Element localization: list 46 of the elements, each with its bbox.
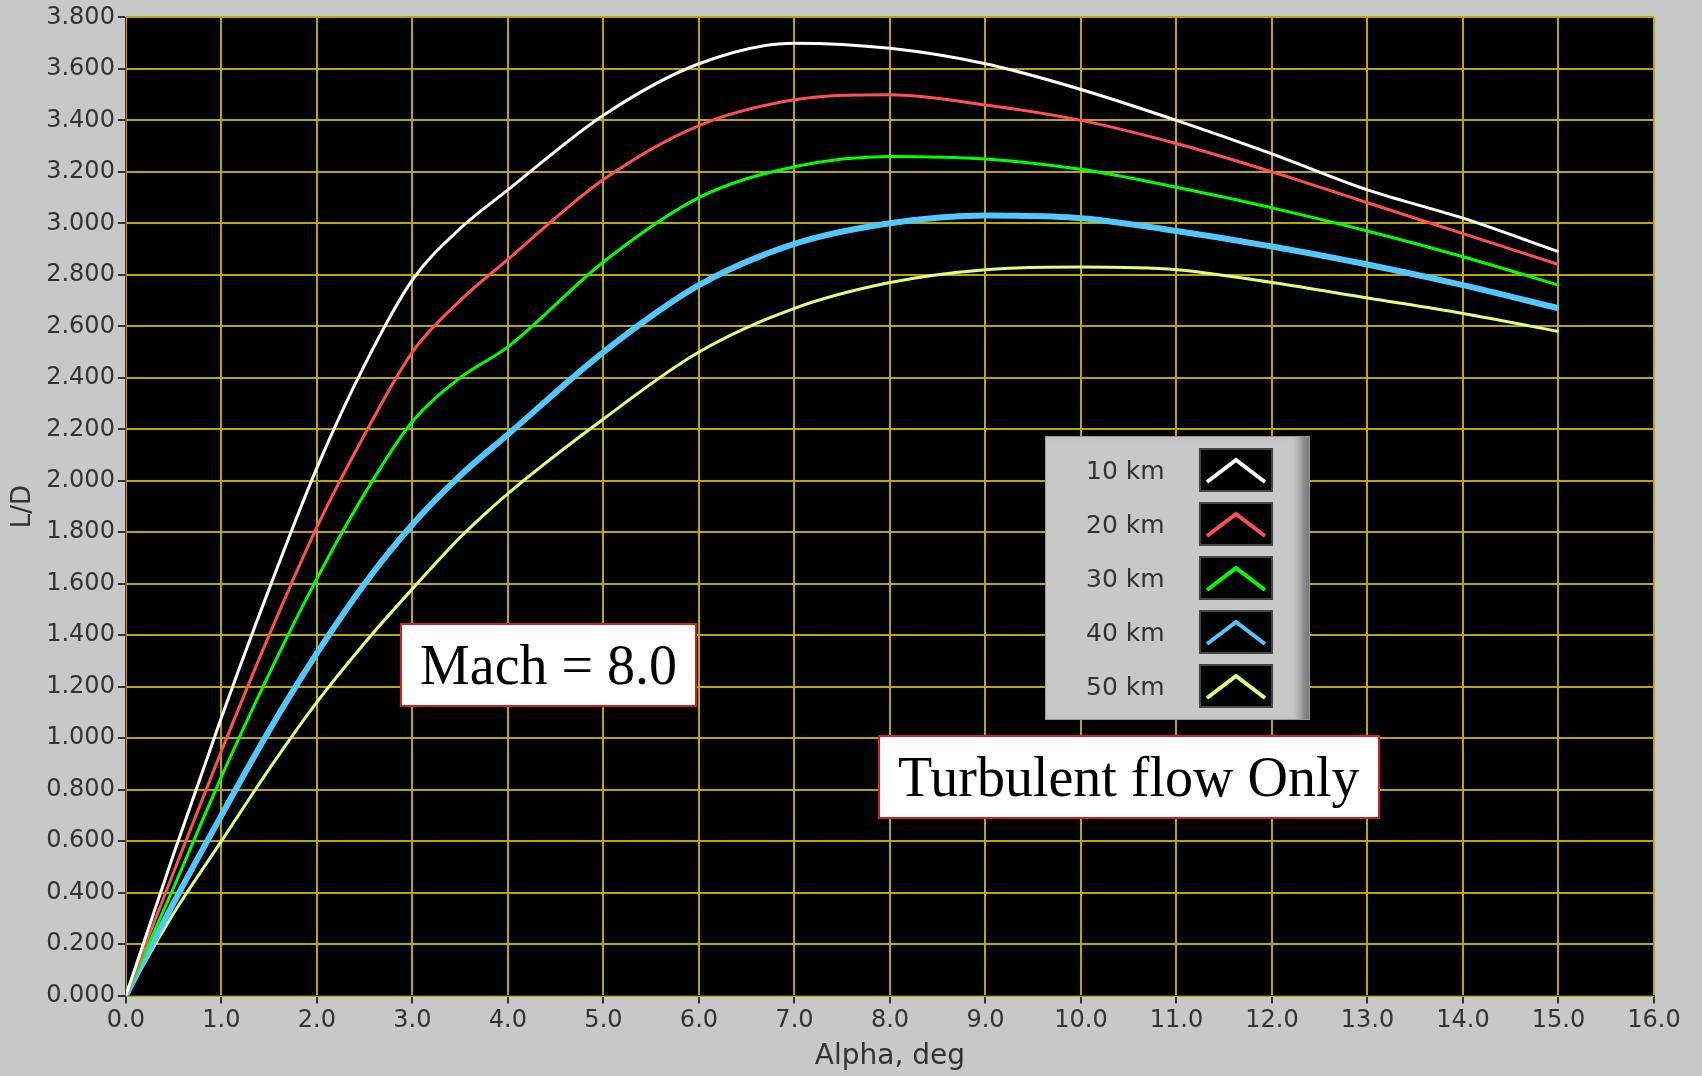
y-tick-label: 3.600 bbox=[46, 53, 115, 82]
legend-label: 30 km bbox=[1086, 563, 1165, 593]
x-tick-label: 5.0 bbox=[584, 1005, 623, 1034]
x-tick-label: 2.0 bbox=[297, 1005, 336, 1034]
x-tick-label: 1.0 bbox=[202, 1005, 241, 1034]
legend-label: 20 km bbox=[1086, 509, 1165, 539]
y-tick-label: 2.600 bbox=[46, 310, 115, 339]
annotation: Mach = 8.0 bbox=[400, 623, 698, 707]
x-tick-label: 15.0 bbox=[1531, 1005, 1586, 1034]
y-tick-label: 1.000 bbox=[46, 722, 115, 751]
annotation: Turbulent flow Only bbox=[878, 735, 1380, 819]
y-axis-title: L/D bbox=[6, 484, 37, 529]
x-tick-label: 16.0 bbox=[1627, 1005, 1681, 1034]
x-axis-title: Alpha, deg bbox=[814, 1038, 966, 1072]
y-tick-label: 1.800 bbox=[46, 516, 115, 545]
y-tick-label: 0.800 bbox=[46, 773, 115, 802]
x-tick-label: 8.0 bbox=[870, 1005, 910, 1034]
x-tick-label: 7.0 bbox=[775, 1005, 814, 1034]
y-tick-label: 1.600 bbox=[46, 567, 115, 596]
y-tick-label: 0.000 bbox=[46, 979, 115, 1008]
x-tick-label: 12.0 bbox=[1245, 1005, 1299, 1034]
legend-label: 10 km bbox=[1086, 455, 1165, 485]
x-tick-label: 4.0 bbox=[488, 1005, 528, 1034]
y-tick-label: 0.200 bbox=[46, 928, 115, 957]
y-tick-label: 2.200 bbox=[46, 413, 115, 442]
y-tick-label: 0.400 bbox=[46, 876, 115, 905]
x-tick-label: 14.0 bbox=[1436, 1005, 1490, 1034]
x-tick-label: 0.0 bbox=[106, 1005, 145, 1034]
x-tick-label: 11.0 bbox=[1149, 1005, 1204, 1034]
x-tick-label: 9.0 bbox=[966, 1005, 1005, 1034]
x-tick-label: 6.0 bbox=[679, 1005, 719, 1034]
y-tick-label: 3.400 bbox=[46, 104, 115, 133]
y-tick-label: 1.400 bbox=[46, 619, 115, 648]
y-tick-label: 2.400 bbox=[46, 362, 115, 391]
y-tick-label: 2.800 bbox=[46, 259, 115, 288]
y-tick-label: 0.600 bbox=[46, 825, 115, 854]
x-tick-label: 3.0 bbox=[393, 1005, 432, 1034]
legend-label: 50 km bbox=[1086, 671, 1165, 701]
x-tick-label: 10.0 bbox=[1054, 1005, 1108, 1034]
legend-label: 40 km bbox=[1086, 617, 1165, 647]
y-tick-label: 3.200 bbox=[46, 156, 115, 185]
y-tick-label: 3.000 bbox=[46, 207, 115, 236]
y-tick-label: 1.200 bbox=[46, 670, 115, 699]
x-tick-label: 13.0 bbox=[1340, 1005, 1395, 1034]
y-tick-label: 2.000 bbox=[46, 464, 115, 493]
y-tick-label: 3.800 bbox=[46, 1, 115, 30]
